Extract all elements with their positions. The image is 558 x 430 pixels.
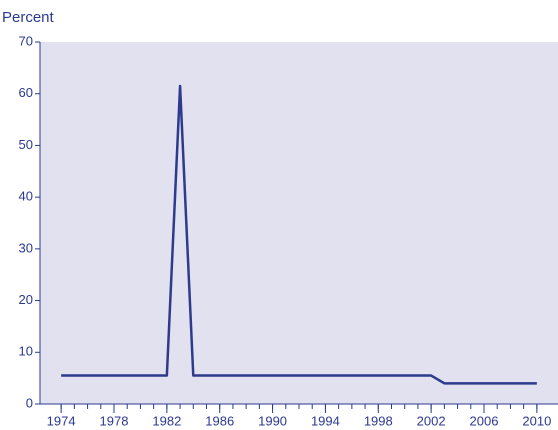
x-tick-label: 1974	[47, 413, 76, 428]
plot-background	[40, 42, 558, 404]
y-tick-label: 10	[19, 344, 33, 359]
y-tick-label: 20	[19, 292, 33, 307]
x-tick-label: 1986	[205, 413, 234, 428]
x-tick-label: 1990	[258, 413, 287, 428]
y-tick-label: 30	[19, 240, 33, 255]
y-tick-label: 70	[19, 33, 33, 48]
y-axis-label: Percent	[2, 9, 55, 26]
x-tick-label: 2006	[470, 413, 499, 428]
x-tick-label: 2002	[417, 413, 446, 428]
x-tick-label: 2010	[522, 413, 551, 428]
y-tick-label: 50	[19, 137, 33, 152]
x-tick-label: 1978	[100, 413, 129, 428]
x-tick-label: 1994	[311, 413, 340, 428]
x-tick-label: 1998	[364, 413, 393, 428]
data-line	[61, 84, 537, 385]
x-tick-label: 1982	[152, 413, 181, 428]
y-tick-label: 40	[19, 189, 33, 204]
y-tick-label: 60	[19, 85, 33, 100]
y-tick-label: 0	[26, 395, 33, 410]
